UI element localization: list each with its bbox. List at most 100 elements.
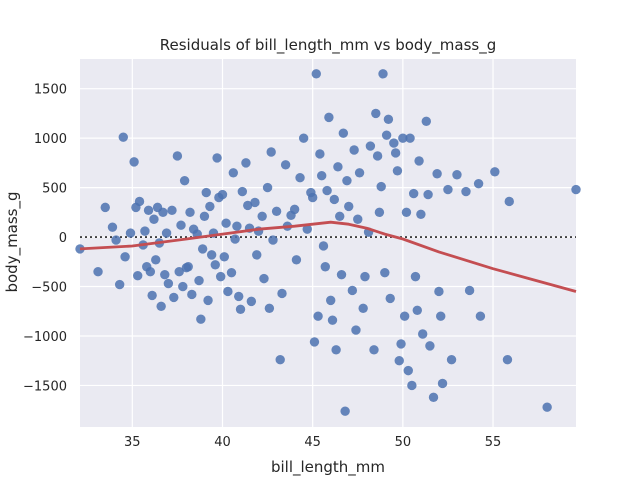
y-tick-labels: −1500 −1000 −500 0 500 1000 1500: [23, 83, 67, 395]
scatter-point: [174, 266, 184, 277]
x-axis-label: bill_length_mm: [271, 458, 385, 477]
scatter-point: [403, 365, 413, 376]
scatter-point: [226, 267, 237, 278]
scatter-point: [327, 315, 338, 325]
y-axis-label: body_mass_g: [3, 191, 22, 292]
scatter-point: [410, 271, 421, 282]
scatter-point: [118, 132, 128, 142]
scatter-point: [129, 157, 139, 167]
scatter-point: [372, 151, 383, 161]
x-tick-label: 55: [485, 435, 502, 450]
scatter-point: [185, 207, 195, 218]
scatter-point: [408, 188, 419, 199]
x-tick-label: 35: [124, 435, 141, 450]
scatter-point: [167, 205, 177, 216]
scatter-point: [114, 279, 125, 290]
scatter-point: [399, 311, 410, 321]
scatter-point: [196, 314, 206, 324]
scatter-point: [307, 192, 318, 203]
scatter-point: [221, 218, 231, 228]
scatter-point: [163, 278, 174, 289]
scatter-point: [203, 295, 213, 306]
scatter-point: [443, 184, 453, 195]
lowess-curve: [79, 220, 577, 293]
scatter-point: [318, 241, 329, 251]
scatter-point: [134, 196, 145, 207]
scatter-point: [93, 266, 103, 277]
scatter-point: [437, 378, 448, 389]
scatter-point: [262, 182, 273, 193]
scatter-point: [504, 196, 514, 207]
scatter-point: [335, 211, 345, 221]
scatter-point: [237, 186, 248, 197]
scatter-point: [398, 133, 408, 143]
scatter-point: [111, 235, 121, 245]
scatter-point: [215, 271, 226, 282]
scatter-point: [407, 380, 417, 391]
scatter-point: [326, 295, 336, 306]
scatter-point: [405, 133, 415, 143]
scatter-point: [219, 252, 229, 262]
scatter-point: [396, 339, 406, 349]
scatter-point: [252, 250, 262, 260]
scatter-point: [421, 116, 431, 127]
scatter-point: [302, 224, 312, 234]
scatter-point: [230, 234, 240, 244]
y-tick-label: 1000: [34, 132, 67, 147]
chart-title: Residuals of bill_length_mm vs body_mass…: [160, 36, 497, 55]
scatter-point: [275, 355, 285, 365]
scatter-point: [338, 128, 349, 138]
scatter-point: [461, 186, 471, 197]
scatter-point: [389, 138, 399, 148]
scatter-point: [475, 311, 486, 321]
scatter-point: [340, 406, 350, 416]
scatter-point: [298, 133, 309, 143]
scatter-point: [149, 214, 159, 224]
scatter-point: [502, 355, 513, 365]
scatter-point: [349, 145, 359, 155]
scatter-point: [381, 130, 392, 140]
scatter-point: [412, 305, 422, 315]
scatter-points: [75, 69, 581, 416]
scatter-point: [178, 281, 188, 292]
scatter-point: [490, 167, 500, 177]
scatter-point: [383, 114, 394, 125]
scatter-point: [392, 166, 403, 176]
scatter-point: [342, 175, 352, 186]
scatter-point: [194, 275, 204, 286]
scatter-point: [197, 244, 208, 254]
scatter-point: [380, 267, 390, 278]
scatter-point: [145, 266, 156, 277]
y-tick-label: 0: [59, 231, 67, 246]
scatter-point: [268, 235, 278, 245]
x-tick-label: 40: [214, 435, 231, 450]
scatter-point: [358, 303, 368, 313]
scatter-point: [223, 286, 233, 297]
scatter-point: [344, 201, 354, 212]
scatter-point: [320, 262, 330, 272]
x-tick-label: 50: [395, 435, 412, 450]
scatter-point: [432, 169, 442, 179]
y-tick-label: 1500: [34, 83, 67, 98]
scatter-point: [309, 337, 320, 347]
scatter-point: [436, 311, 446, 321]
scatter-point: [291, 255, 302, 265]
scatter-point: [143, 205, 154, 216]
scatter-point: [206, 250, 217, 260]
y-tick-label: 500: [42, 182, 67, 197]
scatter-point: [205, 201, 215, 212]
lowess-line: [79, 220, 577, 293]
scatter-point: [464, 285, 475, 296]
scatter-point: [371, 108, 381, 119]
scatter-point: [169, 292, 179, 303]
scatter-point: [378, 69, 388, 79]
x-tick-label: 45: [304, 435, 321, 450]
scatter-point: [264, 303, 275, 313]
scatter-point: [266, 147, 276, 157]
scatter-point: [329, 194, 340, 205]
scatter-point: [423, 189, 433, 200]
scatter-point: [571, 184, 581, 195]
scatter-point: [417, 329, 428, 339]
scatter-point: [210, 260, 220, 270]
